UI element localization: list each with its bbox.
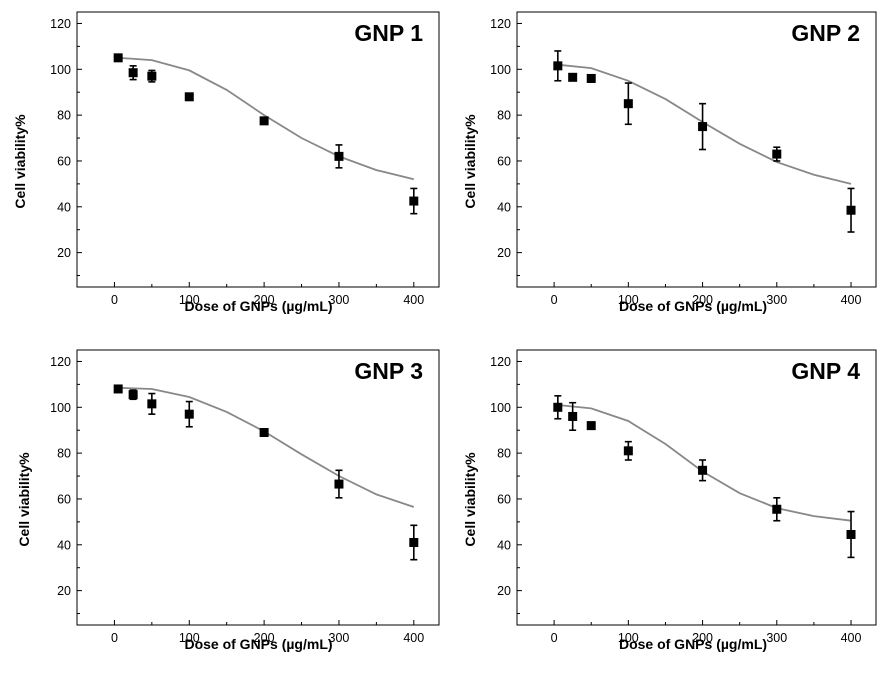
y-tick-label: 120 bbox=[50, 355, 71, 369]
y-tick-label: 100 bbox=[490, 401, 511, 415]
data-point bbox=[623, 99, 633, 109]
data-point bbox=[846, 205, 856, 215]
x-tick-label: 400 bbox=[403, 631, 424, 645]
x-tick-label: 200 bbox=[692, 293, 713, 307]
chart-panel-2: 20 40 60 80 100 120 0 100 200 300 400 GNP 2 Dose of … bbox=[462, 11, 877, 314]
data-point bbox=[772, 149, 782, 159]
x-tick-label: 300 bbox=[329, 631, 350, 645]
y-axis-label: Cell viability% bbox=[462, 452, 478, 547]
y-tick-label: 120 bbox=[50, 17, 71, 31]
x-axis-label: Dose of GNPs (µg/mL) bbox=[619, 298, 767, 314]
data-point bbox=[846, 529, 856, 539]
data-point bbox=[586, 421, 596, 431]
y-tick-label: 40 bbox=[57, 538, 71, 552]
x-tick-label: 100 bbox=[179, 293, 200, 307]
fit-curve bbox=[118, 56, 415, 181]
y-tick-label: 40 bbox=[497, 538, 511, 552]
y-tick-label: 20 bbox=[497, 584, 511, 598]
x-axis-label: Dose of GNPs (µg/mL) bbox=[184, 298, 332, 314]
y-tick-label: 80 bbox=[57, 109, 71, 123]
data-point bbox=[147, 399, 157, 409]
y-tick-label: 100 bbox=[50, 401, 71, 415]
data-point bbox=[128, 68, 138, 78]
x-tick-label: 200 bbox=[254, 293, 275, 307]
x-tick-label: 300 bbox=[329, 293, 350, 307]
x-tick-label: 400 bbox=[403, 293, 424, 307]
data-point bbox=[698, 465, 708, 475]
y-tick-label: 120 bbox=[490, 17, 511, 31]
y-tick-label: 20 bbox=[57, 246, 71, 260]
data-point bbox=[184, 92, 194, 102]
x-tick-label: 0 bbox=[111, 293, 118, 307]
data-point bbox=[553, 61, 563, 71]
y-tick-label: 80 bbox=[497, 447, 511, 461]
data-point bbox=[553, 402, 563, 412]
data-point bbox=[113, 53, 123, 63]
data-point bbox=[259, 116, 269, 126]
fit-curve bbox=[557, 404, 852, 522]
x-axis-label: Dose of GNPs (µg/mL) bbox=[184, 636, 332, 652]
data-point bbox=[128, 390, 138, 400]
data-point bbox=[147, 71, 157, 81]
x-tick-label: 100 bbox=[618, 631, 639, 645]
y-tick-label: 60 bbox=[497, 492, 511, 506]
y-tick-label: 60 bbox=[57, 492, 71, 506]
x-tick-label: 100 bbox=[618, 293, 639, 307]
y-tick-label: 20 bbox=[57, 584, 71, 598]
y-axis-label: Cell viability% bbox=[12, 114, 28, 209]
data-point bbox=[184, 409, 194, 419]
x-tick-label: 0 bbox=[111, 631, 118, 645]
panel-title: GNP 3 bbox=[354, 358, 423, 384]
x-tick-label: 100 bbox=[179, 631, 200, 645]
x-tick-label: 200 bbox=[254, 631, 275, 645]
data-point bbox=[698, 122, 708, 132]
chart-panel-3: 20 40 60 80 100 120 0 100 200 300 400 GNP 3 Dose of … bbox=[16, 349, 440, 652]
data-point bbox=[586, 73, 596, 83]
data-point bbox=[568, 72, 578, 82]
plot-frame bbox=[516, 11, 877, 288]
x-tick-label: 0 bbox=[551, 293, 558, 307]
data-point bbox=[623, 446, 633, 456]
data-point bbox=[259, 428, 269, 437]
plot-frame bbox=[516, 349, 877, 626]
plot-frame bbox=[76, 349, 440, 626]
data-point bbox=[772, 504, 782, 514]
panel-title: GNP 2 bbox=[791, 20, 860, 46]
chart-panel-1: 20 40 60 80 100 120 0 100 200 300 400 GNP 1 Dose of … bbox=[12, 11, 440, 314]
y-tick-label: 100 bbox=[490, 63, 511, 77]
x-tick-label: 300 bbox=[766, 631, 787, 645]
plot-frame bbox=[76, 11, 440, 288]
y-tick-label: 80 bbox=[497, 109, 511, 123]
x-tick-label: 300 bbox=[766, 293, 787, 307]
data-point bbox=[409, 196, 419, 206]
x-tick-label: 400 bbox=[841, 293, 862, 307]
panel-title: GNP 1 bbox=[354, 20, 423, 46]
fit-curve bbox=[118, 386, 415, 508]
y-tick-label: 60 bbox=[57, 154, 71, 168]
data-point bbox=[113, 384, 123, 394]
panel-title: GNP 4 bbox=[791, 358, 860, 384]
y-tick-label: 40 bbox=[497, 200, 511, 214]
y-tick-label: 100 bbox=[50, 63, 71, 77]
x-tick-label: 200 bbox=[692, 631, 713, 645]
x-tick-label: 0 bbox=[551, 631, 558, 645]
y-axis-label: Cell viability% bbox=[462, 114, 478, 209]
chart-panel-4: 20 40 60 80 100 120 0 100 200 300 400 GNP 4 Dose of … bbox=[462, 349, 877, 652]
y-tick-label: 80 bbox=[57, 447, 71, 461]
data-point bbox=[334, 151, 344, 161]
y-tick-label: 120 bbox=[490, 355, 511, 369]
y-tick-label: 60 bbox=[497, 154, 511, 168]
data-point bbox=[568, 411, 578, 421]
data-point bbox=[334, 479, 344, 489]
x-axis-label: Dose of GNPs (µg/mL) bbox=[619, 636, 767, 652]
y-tick-label: 20 bbox=[497, 246, 511, 260]
y-tick-label: 40 bbox=[57, 200, 71, 214]
y-axis-label: Cell viability% bbox=[16, 452, 32, 547]
x-tick-label: 400 bbox=[841, 631, 862, 645]
data-point bbox=[409, 538, 419, 547]
